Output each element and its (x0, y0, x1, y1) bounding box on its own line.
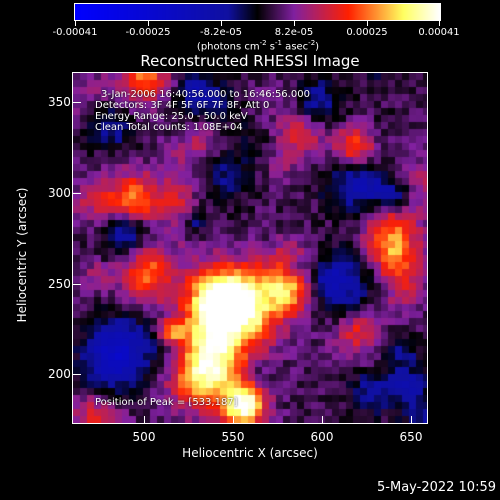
colorbar (74, 3, 441, 21)
y-tick-label: 200 (48, 367, 71, 381)
y-tick-label: 300 (48, 186, 71, 200)
energy-annotation: Energy Range: 25.0 - 50.0 keV (95, 111, 248, 122)
colorbar-label: 8.2e-05 (274, 27, 314, 38)
x-tick (233, 416, 234, 424)
x-tick (411, 416, 412, 424)
x-tick (144, 416, 145, 424)
colorbar-tick (148, 20, 149, 26)
peak-annotation: Position of Peak = [533,187] (95, 397, 238, 408)
detectors-annotation: Detectors: 3F 4F 5F 6F 7F 8F, Att 0 (95, 100, 270, 111)
colorbar-label: -0.00025 (125, 27, 171, 38)
clean-annotation: Clean Total counts: 1.08E+04 (95, 122, 243, 133)
colorbar-label: -8.2e-05 (200, 27, 242, 38)
colorbar-label: -0.00041 (52, 27, 98, 38)
x-tick-label: 550 (221, 430, 245, 444)
colorbar-label: 0.00025 (346, 27, 388, 38)
x-tick-label: 650 (399, 430, 423, 444)
y-axis-label: Heliocentric Y (arcsec) (15, 187, 29, 323)
y-tick-label: 350 (48, 95, 71, 109)
x-axis-label: Heliocentric X (arcsec) (182, 446, 318, 460)
colorbar-tick (439, 20, 440, 26)
plot-area: 3-Jan-2006 16:40:56.000 to 16:46:56.000 … (72, 72, 428, 424)
colorbar-tick (75, 20, 76, 26)
x-tick-label: 600 (310, 430, 334, 444)
colorbar-tick (221, 20, 222, 26)
colorbar-units: (photons cm-2 s-1 asec-2) (196, 39, 320, 53)
chart-title: Reconstructed RHESSI Image (140, 52, 360, 70)
timestamp: 5-May-2022 10:59 (377, 480, 496, 495)
y-tick (73, 374, 81, 375)
colorbar-tick (367, 20, 368, 26)
y-tick (73, 284, 81, 285)
y-tick (73, 102, 81, 103)
y-tick (73, 193, 81, 194)
colorbar-tick (294, 20, 295, 26)
x-tick-label: 500 (132, 430, 156, 444)
colorbar-label: 0.00041 (418, 27, 460, 38)
time-range-annotation: 3-Jan-2006 16:40:56.000 to 16:46:56.000 (101, 89, 310, 100)
heatmap-image (73, 73, 427, 423)
x-tick (322, 416, 323, 424)
y-tick-label: 250 (48, 277, 71, 291)
